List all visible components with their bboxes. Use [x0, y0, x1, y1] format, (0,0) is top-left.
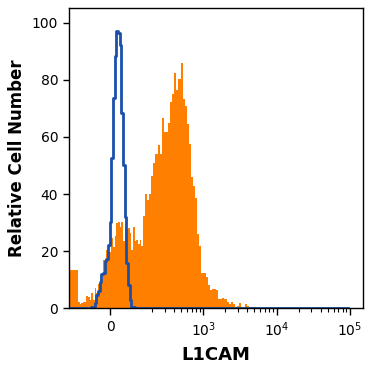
Y-axis label: Relative Cell Number: Relative Cell Number: [8, 60, 26, 257]
X-axis label: L1CAM: L1CAM: [181, 346, 250, 364]
